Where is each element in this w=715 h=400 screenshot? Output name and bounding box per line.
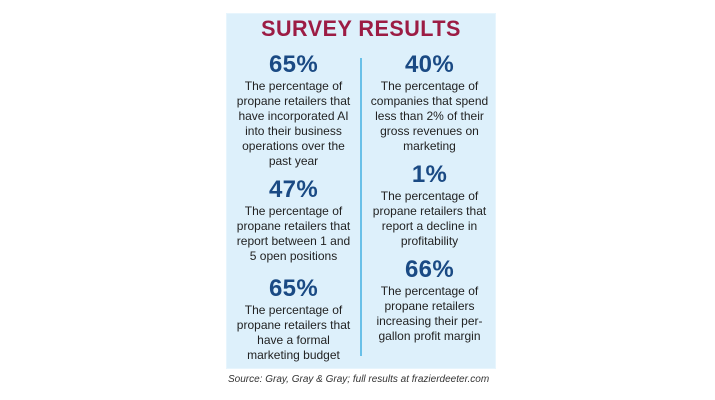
stat-description: The percentage of propane retailers that… (236, 204, 351, 263)
stat-description: The percentage of propane retailers incr… (376, 284, 483, 343)
stat-description: The percentage of propane retailers that… (236, 303, 351, 362)
stat-item: 47% The percentage of propane retailers … (227, 177, 360, 264)
stat-percent: 40% (405, 51, 454, 78)
stat-description: The percentage of propane retailers that… (372, 189, 487, 248)
panel-title: SURVEY RESULTS (261, 16, 461, 41)
column-divider (360, 58, 362, 356)
stat-percent: 65% (269, 275, 318, 302)
stat-description: The percentage of propane retailers that… (236, 79, 351, 168)
stat-percent: 66% (405, 256, 454, 283)
stat-item: 66% The percentage of propane retailers … (363, 257, 496, 344)
stat-description: The percentage of companies that spend l… (370, 79, 489, 153)
stat-item: 40% The percentage of companies that spe… (363, 52, 496, 154)
stat-item: 65% The percentage of propane retailers … (227, 276, 360, 363)
source-caption: Source: Gray, Gray & Gray; full results … (228, 374, 490, 385)
stat-percent: 1% (411, 161, 448, 188)
stat-percent: 65% (269, 51, 318, 78)
stat-item: 65% The percentage of propane retailers … (227, 52, 360, 169)
stat-percent: 47% (269, 176, 318, 203)
survey-results-panel: SURVEY RESULTS 65% The percentage of pro… (226, 13, 496, 369)
stat-item: 1% The percentage of propane retailers t… (363, 162, 496, 249)
